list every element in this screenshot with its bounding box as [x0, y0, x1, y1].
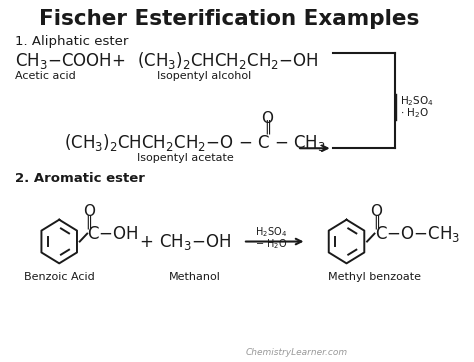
Text: $+$: $+$	[111, 52, 125, 70]
Text: 1. Aliphatic ester: 1. Aliphatic ester	[15, 35, 129, 47]
Text: H$_2$SO$_4$: H$_2$SO$_4$	[255, 225, 287, 239]
Text: (CH$_3$)$_2$CHCH$_2$CH$_2$$-$O $-$ C $-$ CH$_3$: (CH$_3$)$_2$CHCH$_2$CH$_2$$-$O $-$ C $-$…	[64, 132, 326, 153]
Text: O: O	[370, 204, 383, 219]
Text: $\cdot$ H$_2$O: $\cdot$ H$_2$O	[400, 107, 429, 121]
Text: Methanol: Methanol	[169, 272, 220, 282]
Text: O: O	[83, 204, 95, 219]
Text: O: O	[261, 111, 273, 126]
Text: CH$_3$$-$OH: CH$_3$$-$OH	[159, 232, 231, 252]
Text: $\Vert$: $\Vert$	[85, 213, 92, 231]
Text: Benzoic Acid: Benzoic Acid	[24, 272, 95, 282]
Text: Methyl benzoate: Methyl benzoate	[328, 272, 421, 282]
Text: ChemistryLearner.com: ChemistryLearner.com	[246, 348, 348, 357]
Text: $-$ H$_2$O: $-$ H$_2$O	[255, 237, 287, 251]
Text: Acetic acid: Acetic acid	[15, 71, 76, 81]
Text: Isopentyl alcohol: Isopentyl alcohol	[157, 71, 251, 81]
Text: 2. Aromatic ester: 2. Aromatic ester	[15, 172, 145, 185]
Text: $\Vert$: $\Vert$	[264, 118, 271, 136]
Text: $\Vert$: $\Vert$	[373, 213, 380, 231]
Text: CH$_3$$-$COOH: CH$_3$$-$COOH	[15, 51, 112, 71]
Text: H$_2$SO$_4$: H$_2$SO$_4$	[400, 94, 434, 108]
Text: $+$: $+$	[139, 232, 153, 251]
Text: (CH$_3$)$_2$CHCH$_2$CH$_2$$-$OH: (CH$_3$)$_2$CHCH$_2$CH$_2$$-$OH	[137, 50, 318, 71]
Text: C$-$OH: C$-$OH	[87, 224, 138, 243]
Text: Isopentyl acetate: Isopentyl acetate	[137, 153, 234, 163]
Text: C$-$O$-$CH$_3$: C$-$O$-$CH$_3$	[374, 224, 460, 244]
Text: Fischer Esterification Examples: Fischer Esterification Examples	[39, 9, 419, 29]
